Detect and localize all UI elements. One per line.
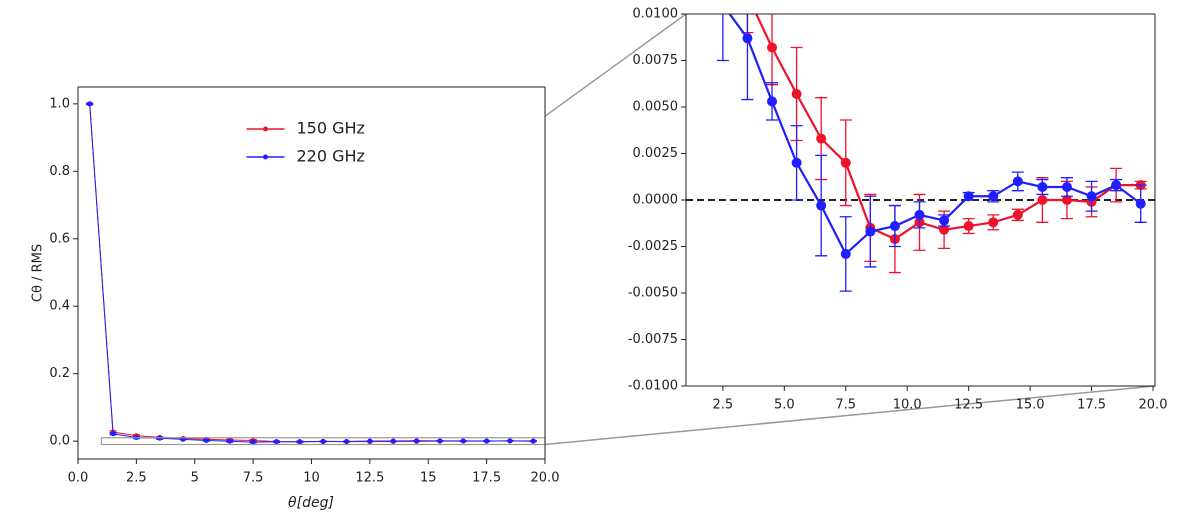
- x-tick-label: 17.5: [472, 471, 501, 486]
- y-tick-label: 0.0: [49, 434, 70, 449]
- marker: [460, 438, 466, 444]
- marker: [203, 437, 209, 443]
- x-tick-label: 7.5: [835, 398, 856, 413]
- x-tick-label: 10: [303, 471, 320, 486]
- y-tick-label: 0.0050: [633, 100, 679, 115]
- marker: [939, 224, 950, 235]
- x-tick-label: 7.5: [243, 471, 264, 486]
- x-tick-label: 2.5: [126, 471, 147, 486]
- marker: [939, 215, 950, 226]
- axes: 0.0 2.5 5 7.5 10 12.5 15 17.5 20.0 0.0 0.2 0.4 0.6 0.…: [31, 86, 560, 511]
- marker: [320, 438, 326, 444]
- legend-marker: [263, 154, 268, 160]
- axes-frame: [685, 13, 1156, 387]
- y-tick-label: 1.0: [49, 96, 70, 111]
- series-group: [716, 0, 1147, 292]
- marker: [791, 157, 802, 168]
- marker: [1012, 209, 1023, 220]
- marker: [344, 438, 350, 444]
- marker: [988, 191, 999, 202]
- zoom-connector: [544, 385, 1156, 446]
- legend-label: 150 GHz: [297, 119, 365, 138]
- y-tick-label: 0.8: [49, 164, 70, 179]
- marker: [767, 96, 778, 107]
- y-tick-label: -0.0050: [628, 286, 678, 301]
- marker: [530, 438, 536, 444]
- marker: [718, 0, 728, 10]
- marker: [791, 88, 802, 99]
- marker: [1111, 180, 1122, 191]
- marker: [742, 33, 753, 44]
- legend-marker: [263, 126, 268, 132]
- x-tick-label: 12.5: [355, 471, 384, 486]
- x-tick-label: 20.0: [1139, 398, 1168, 413]
- marker: [914, 209, 925, 220]
- y-tick-label: -0.0100: [628, 379, 678, 394]
- axes: 2.5 5.0 7.5 10.0 12.5 15.0 17.5 20.0 -0.0100 -0.0…: [628, 0, 1168, 413]
- marker: [767, 42, 778, 53]
- marker: [87, 101, 93, 107]
- marker: [414, 438, 420, 444]
- x-tick-label: 0.0: [68, 471, 89, 486]
- series-line: [89, 103, 534, 443]
- y-tick-label: 0.0000: [633, 193, 679, 208]
- y-axis-label: Cθ / RMS: [31, 244, 46, 302]
- x-tick-label: 20.0: [531, 471, 560, 486]
- marker: [227, 438, 233, 444]
- marker: [390, 438, 396, 444]
- marker: [1012, 176, 1023, 187]
- axes-frame: [77, 86, 546, 460]
- y-tick-label: -0.0025: [628, 239, 678, 254]
- x-tick-label: 15.0: [1016, 398, 1045, 413]
- marker: [250, 439, 256, 445]
- marker: [1086, 191, 1097, 202]
- y-tick-label: 0.4: [49, 299, 70, 314]
- legend: 150 GHz 220 GHz: [246, 119, 365, 166]
- x-tick-label: 5.0: [774, 398, 795, 413]
- legend-label: 220 GHz: [297, 147, 365, 166]
- x-tick-label: 17.5: [1077, 398, 1106, 413]
- marker: [1061, 181, 1072, 192]
- x-tick-label: 12.5: [954, 398, 983, 413]
- y-tick-label: 0.0100: [633, 7, 679, 22]
- y-tick-label: 0.6: [49, 231, 70, 246]
- x-tick-label: 5: [191, 471, 199, 486]
- marker: [507, 438, 513, 444]
- x-axis-label: θ[deg]: [288, 495, 334, 511]
- y-tick-label: -0.0075: [628, 332, 678, 347]
- y-tick-label: 0.0075: [633, 53, 679, 68]
- y-tick-label: 0.0025: [633, 146, 679, 161]
- y-tick-label: 0.2: [49, 366, 70, 381]
- marker: [273, 439, 279, 445]
- marker: [367, 438, 373, 444]
- marker: [1135, 198, 1146, 209]
- marker: [484, 438, 490, 444]
- marker: [1037, 195, 1048, 205]
- marker: [1037, 181, 1048, 192]
- marker: [963, 191, 974, 202]
- marker: [1061, 195, 1072, 205]
- marker: [816, 200, 827, 211]
- marker: [963, 221, 974, 232]
- marker: [110, 431, 116, 437]
- x-tick-label: 10.0: [893, 398, 922, 413]
- marker: [988, 217, 999, 228]
- marker: [297, 439, 303, 445]
- error-bar: [716, 14, 729, 62]
- x-tick-label: 15: [420, 471, 437, 486]
- marker: [840, 157, 851, 168]
- marker: [840, 248, 851, 259]
- marker: [437, 438, 443, 444]
- marker: [865, 226, 876, 237]
- marker: [889, 221, 900, 232]
- x-tick-label: 2.5: [713, 398, 734, 413]
- plot-area: [78, 87, 545, 459]
- marker: [816, 133, 827, 144]
